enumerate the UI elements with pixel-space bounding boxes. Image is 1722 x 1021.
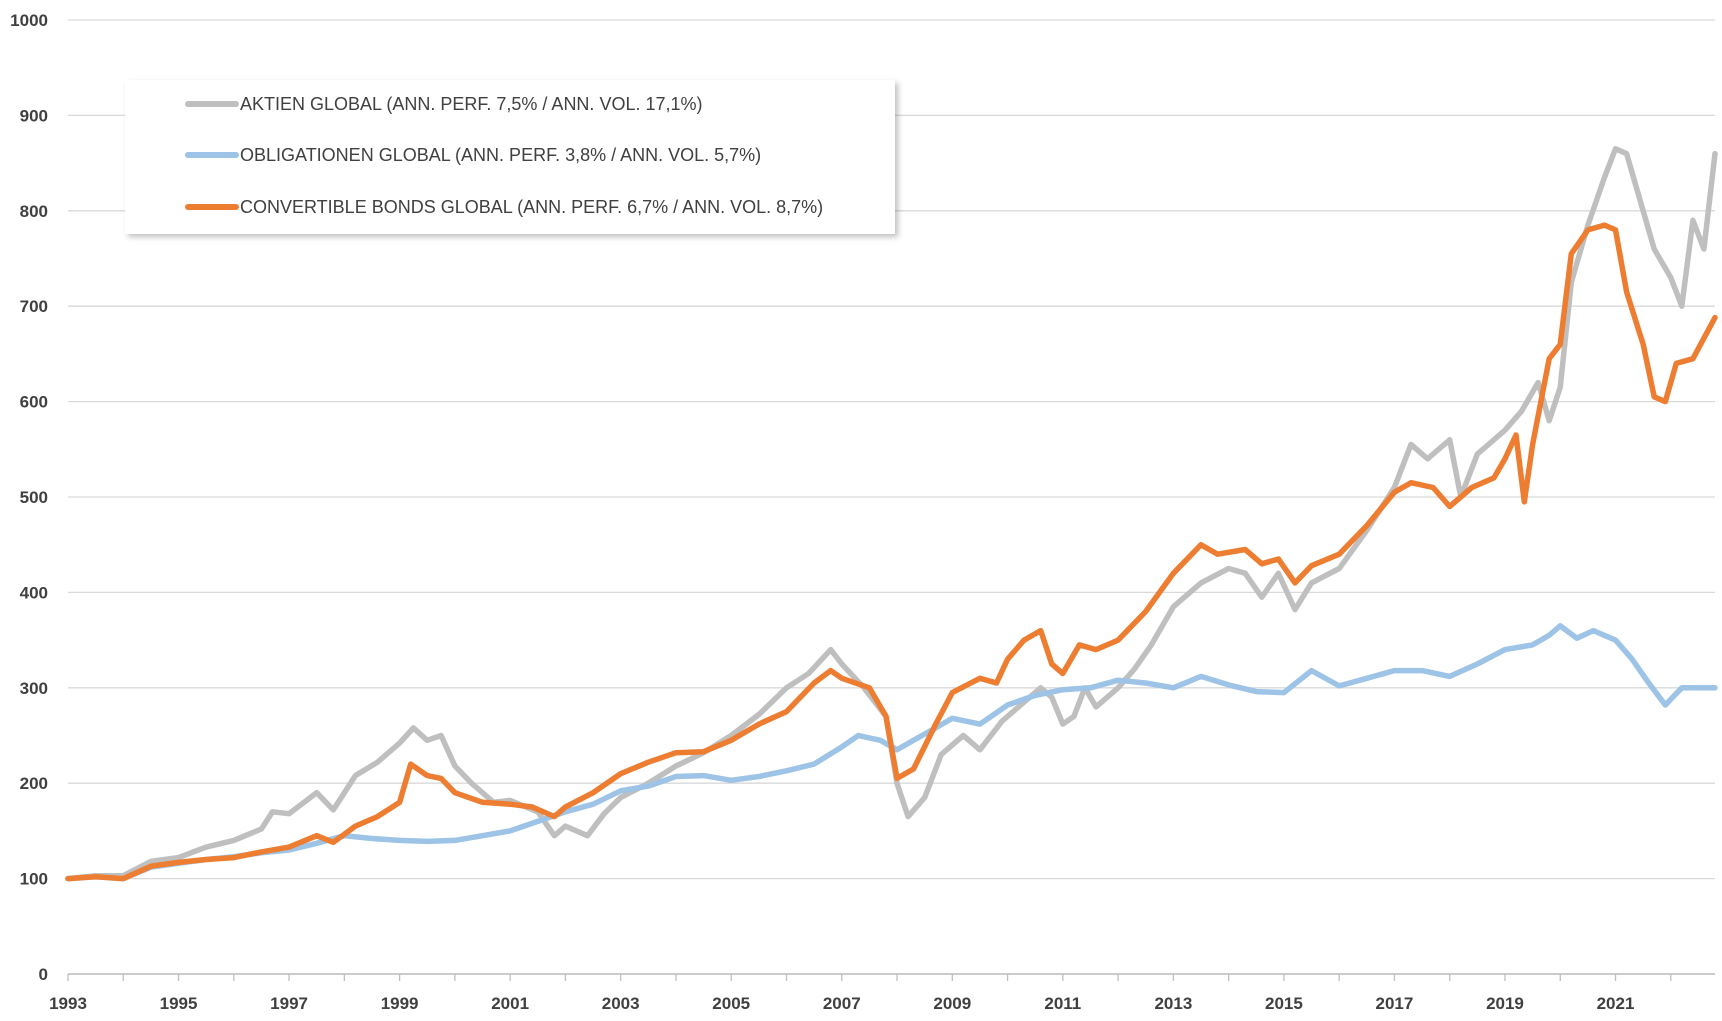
series-line-1	[65, 146, 1718, 882]
x-tick-label: 1997	[270, 994, 308, 1013]
series-line-3	[65, 222, 1718, 882]
y-tick-label: 500	[20, 488, 48, 507]
x-tick-label: 2017	[1376, 994, 1414, 1013]
legend-entry-2: OBLIGATIONEN GLOBAL (ANN. PERF. 3,8% / A…	[240, 145, 761, 165]
y-tick-label: 300	[20, 679, 48, 698]
x-tick-label: 1995	[160, 994, 198, 1013]
x-tick-label: 1999	[381, 994, 419, 1013]
y-tick-label: 200	[20, 774, 48, 793]
x-tick-label: 2011	[1044, 994, 1081, 1013]
legend-box	[125, 80, 895, 234]
x-tick-label: 2007	[823, 994, 861, 1013]
x-axis: 1993 1995 1997 1999 2001 2003 2005 2007 2009 2011…	[49, 973, 1715, 1013]
series-lines	[65, 146, 1718, 882]
x-tick-label: 2013	[1154, 994, 1192, 1013]
y-tick-label: 700	[20, 297, 48, 316]
x-tick-label: 2003	[602, 994, 640, 1013]
x-tick-label: 2021	[1597, 994, 1635, 1013]
y-tick-label: 400	[20, 583, 48, 602]
x-tick-label: 2019	[1486, 994, 1524, 1013]
y-tick-label: 900	[20, 106, 48, 125]
legend-entry-1: AKTIEN GLOBAL (ANN. PERF. 7,5% / ANN. VO…	[240, 94, 703, 114]
y-tick-label: 100	[20, 870, 48, 889]
legend-entry-3: CONVERTIBLE BONDS GLOBAL (ANN. PERF. 6,7…	[240, 197, 823, 217]
x-tick-label: 1993	[49, 994, 87, 1013]
y-tick-label: 0	[39, 965, 48, 984]
x-tick-label: 2001	[491, 994, 529, 1013]
x-tick-label: 2009	[933, 994, 971, 1013]
y-tick-label: 1000	[10, 11, 48, 30]
legend: AKTIEN GLOBAL (ANN. PERF. 7,5% / ANN. VO…	[125, 80, 895, 234]
x-tick-label: 2005	[712, 994, 750, 1013]
y-tick-label: 800	[20, 202, 48, 221]
y-axis-ticks: 0 100 200 300 400 500 600 700 800 900 1000	[10, 11, 48, 984]
y-tick-label: 600	[20, 393, 48, 412]
x-tick-label: 2015	[1265, 994, 1303, 1013]
